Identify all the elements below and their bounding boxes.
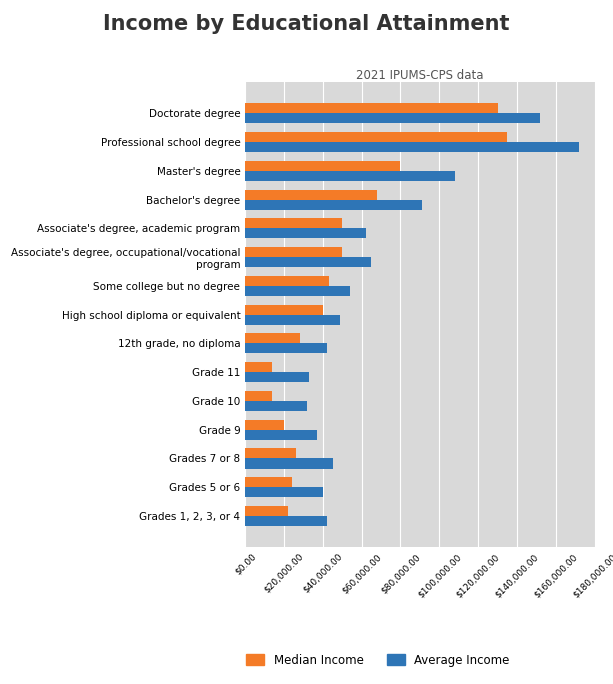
- Bar: [245, 171, 455, 181]
- Bar: [245, 257, 371, 267]
- Bar: [245, 362, 272, 372]
- Bar: [245, 477, 292, 487]
- Bar: [245, 103, 498, 114]
- Bar: [245, 161, 400, 171]
- Bar: [245, 419, 284, 430]
- Bar: [245, 247, 342, 257]
- Bar: [245, 315, 340, 325]
- Bar: [245, 487, 323, 497]
- Legend: Median Income, Average Income: Median Income, Average Income: [242, 649, 514, 672]
- Bar: [245, 333, 300, 343]
- Bar: [245, 132, 508, 142]
- Bar: [245, 228, 365, 239]
- Bar: [245, 449, 295, 458]
- Bar: [245, 200, 422, 210]
- Bar: [245, 189, 377, 200]
- Bar: [245, 343, 327, 354]
- Bar: [245, 430, 317, 440]
- Bar: [245, 391, 272, 401]
- Bar: [245, 286, 350, 296]
- Bar: [245, 142, 579, 152]
- Bar: [245, 276, 329, 286]
- Bar: [245, 218, 342, 228]
- Bar: [245, 304, 323, 315]
- Bar: [245, 114, 540, 123]
- Bar: [245, 372, 310, 382]
- Title: 2021 IPUMS-CPS data: 2021 IPUMS-CPS data: [356, 69, 484, 82]
- Bar: [245, 458, 333, 469]
- Text: Income by Educational Attainment: Income by Educational Attainment: [103, 14, 510, 34]
- Bar: [245, 506, 288, 516]
- Bar: [245, 401, 307, 411]
- Bar: [245, 516, 327, 526]
